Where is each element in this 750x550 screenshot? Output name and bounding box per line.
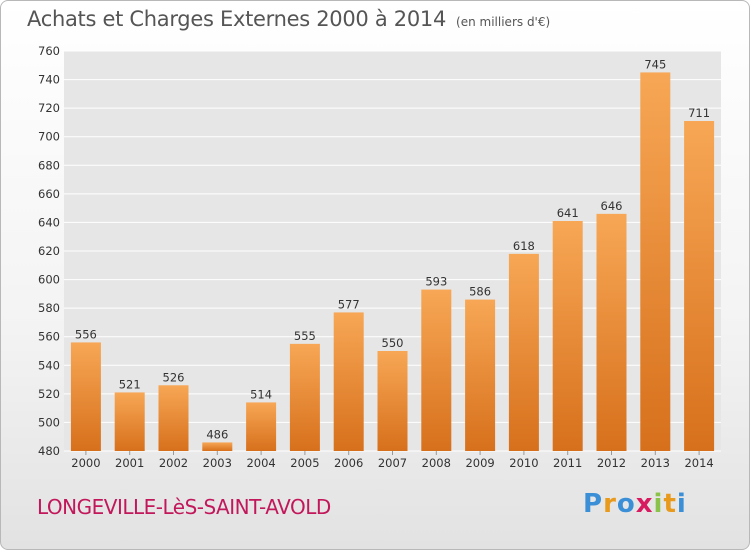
logo-letter: t bbox=[663, 489, 677, 519]
x-tick-label-2012: 2012 bbox=[597, 456, 626, 470]
bar-2007 bbox=[377, 351, 408, 451]
x-tick-label-2006: 2006 bbox=[334, 456, 363, 470]
y-tick-label: 700 bbox=[38, 130, 60, 144]
logo-letter: i bbox=[653, 489, 664, 519]
data-label-2000: 556 bbox=[75, 327, 97, 341]
y-tick-label: 640 bbox=[38, 215, 60, 229]
data-label-2004: 514 bbox=[250, 387, 272, 401]
y-tick-label: 720 bbox=[38, 101, 60, 115]
data-label-2006: 577 bbox=[338, 297, 360, 311]
data-label-2008: 593 bbox=[425, 275, 447, 289]
data-label-2012: 646 bbox=[601, 199, 623, 213]
chart-title: Achats et Charges Externes 2000 à 2014 (e… bbox=[27, 7, 550, 31]
bars: 556 521 526 486 514 555 577 550 593 586 618 641 646 7… bbox=[70, 57, 715, 451]
x-tick-label-2013: 2013 bbox=[641, 456, 670, 470]
proxiti-logo: Proxiti bbox=[583, 489, 687, 519]
place-name: LONGEVILLE-LèS-SAINT-AVOLD bbox=[37, 495, 331, 519]
logo-letter: o bbox=[616, 489, 636, 519]
logo-letter: x bbox=[635, 489, 654, 519]
data-label-2007: 550 bbox=[382, 336, 404, 350]
y-tick-label: 620 bbox=[38, 244, 60, 258]
data-label-2011: 641 bbox=[557, 206, 579, 220]
y-tick-label: 500 bbox=[38, 415, 60, 429]
logo-letter: P bbox=[583, 489, 604, 519]
chart-title-text: Achats et Charges Externes 2000 à 2014 bbox=[27, 7, 447, 31]
x-tick-label-2009: 2009 bbox=[465, 456, 494, 470]
bar-2011 bbox=[552, 221, 583, 451]
chart-subtitle: (en milliers d'€) bbox=[456, 15, 551, 29]
y-tick-label: 480 bbox=[38, 444, 60, 458]
bar-2003 bbox=[202, 442, 233, 451]
x-tick-label-2014: 2014 bbox=[684, 456, 713, 470]
bar-2001 bbox=[114, 392, 145, 451]
data-label-2010: 618 bbox=[513, 239, 535, 253]
bar-2002 bbox=[158, 385, 189, 451]
y-axis: 480 500 520 540 560 580 600 620 640 660 680 700 720 7… bbox=[38, 44, 60, 458]
bar-2004 bbox=[246, 402, 277, 451]
bar-2012 bbox=[596, 213, 627, 451]
logo-letter: r bbox=[603, 489, 617, 519]
bar-2010 bbox=[508, 253, 539, 451]
data-label-2003: 486 bbox=[206, 427, 228, 441]
data-label-2002: 526 bbox=[163, 370, 185, 384]
y-tick-label: 560 bbox=[38, 330, 60, 344]
x-tick-label-2001: 2001 bbox=[115, 456, 144, 470]
x-tick-label-2003: 2003 bbox=[203, 456, 232, 470]
y-tick-label: 520 bbox=[38, 387, 60, 401]
x-tick-label-2005: 2005 bbox=[290, 456, 319, 470]
x-axis: 2000 2001 2002 2003 2004 2005 2006 2007 2008 2009… bbox=[71, 451, 714, 470]
bar-2000 bbox=[70, 342, 101, 451]
y-tick-label: 600 bbox=[38, 273, 60, 287]
x-tick-label-2011: 2011 bbox=[553, 456, 582, 470]
x-tick-label-2000: 2000 bbox=[71, 456, 100, 470]
bar-2013 bbox=[640, 72, 671, 451]
data-label-2014: 711 bbox=[688, 106, 710, 120]
bar-2009 bbox=[465, 299, 496, 451]
logo-letter: i bbox=[676, 489, 687, 519]
x-tick-label-2010: 2010 bbox=[509, 456, 538, 470]
bar-2008 bbox=[421, 289, 452, 451]
y-tick-label: 680 bbox=[38, 158, 60, 172]
x-tick-label-2002: 2002 bbox=[159, 456, 188, 470]
y-tick-label: 740 bbox=[38, 73, 60, 87]
data-label-2013: 745 bbox=[644, 57, 666, 71]
bar-2006 bbox=[333, 312, 364, 451]
y-tick-label: 660 bbox=[38, 187, 60, 201]
data-label-2001: 521 bbox=[119, 377, 141, 391]
y-tick-label: 760 bbox=[38, 44, 60, 58]
bar-2014 bbox=[684, 121, 715, 451]
data-label-2005: 555 bbox=[294, 329, 316, 343]
data-label-2009: 586 bbox=[469, 285, 491, 299]
x-tick-label-2008: 2008 bbox=[422, 456, 451, 470]
y-tick-label: 580 bbox=[38, 301, 60, 315]
x-tick-label-2004: 2004 bbox=[246, 456, 275, 470]
x-tick-label-2007: 2007 bbox=[378, 456, 407, 470]
y-tick-label: 540 bbox=[38, 358, 60, 372]
bar-2005 bbox=[289, 343, 320, 451]
